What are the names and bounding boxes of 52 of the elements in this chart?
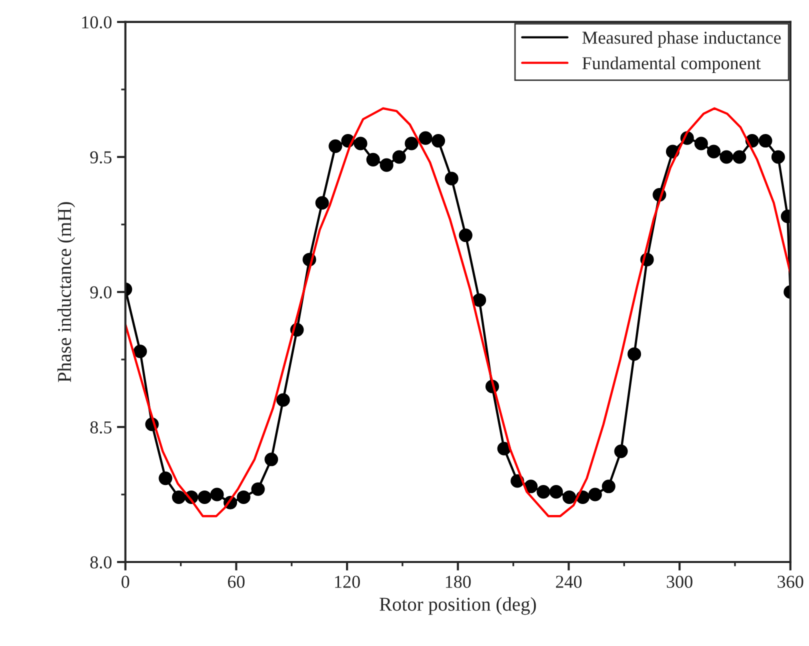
point: [524, 480, 538, 494]
point: [418, 131, 432, 145]
y-tick-label: 9.0: [90, 286, 112, 299]
x-tick-label: 120: [335, 576, 360, 588]
y-tick-label: 9.5: [90, 151, 112, 164]
x-tick-label: 180: [446, 576, 471, 588]
point: [158, 472, 172, 486]
point: [562, 490, 576, 504]
legend-label: Fundamental component: [582, 56, 761, 73]
point: [236, 490, 250, 504]
point: [276, 393, 290, 407]
point: [392, 150, 406, 164]
legend-label: Measured phase inductance: [582, 31, 781, 48]
point: [706, 144, 721, 158]
point: [732, 150, 746, 164]
point: [404, 136, 418, 150]
point: [602, 480, 616, 494]
point: [198, 490, 212, 504]
point: [758, 134, 772, 148]
point: [380, 158, 394, 172]
point: [771, 150, 785, 164]
point: [614, 444, 628, 458]
x-tick-label: 300: [666, 576, 692, 588]
point: [628, 347, 642, 361]
point: [354, 136, 368, 150]
y-tick-label: 8.5: [90, 421, 112, 434]
point: [694, 136, 708, 150]
point: [588, 488, 602, 502]
point: [315, 196, 329, 210]
y-tick-label: 8.0: [90, 556, 112, 569]
point: [264, 452, 278, 466]
point: [172, 490, 186, 504]
x-tick-label: 240: [556, 576, 582, 588]
x-tick-label: 360: [778, 576, 804, 588]
point: [472, 293, 486, 307]
x-axis-title: Rotor position (deg): [380, 597, 536, 615]
point: [458, 228, 472, 242]
point: [432, 134, 446, 148]
point: [366, 152, 380, 166]
point: [133, 344, 147, 358]
point: [251, 482, 265, 496]
y-tick-label: 10.0: [82, 16, 112, 28]
point: [720, 150, 734, 164]
point: [549, 485, 563, 499]
point: [497, 442, 511, 456]
x-tick-label: 60: [228, 576, 245, 588]
x-tick-label: 0: [122, 576, 130, 588]
point: [444, 172, 458, 186]
point: [536, 485, 550, 499]
point: [328, 139, 342, 153]
point: [210, 488, 224, 502]
y-axis-title: Phase inductance (mH): [57, 202, 76, 382]
